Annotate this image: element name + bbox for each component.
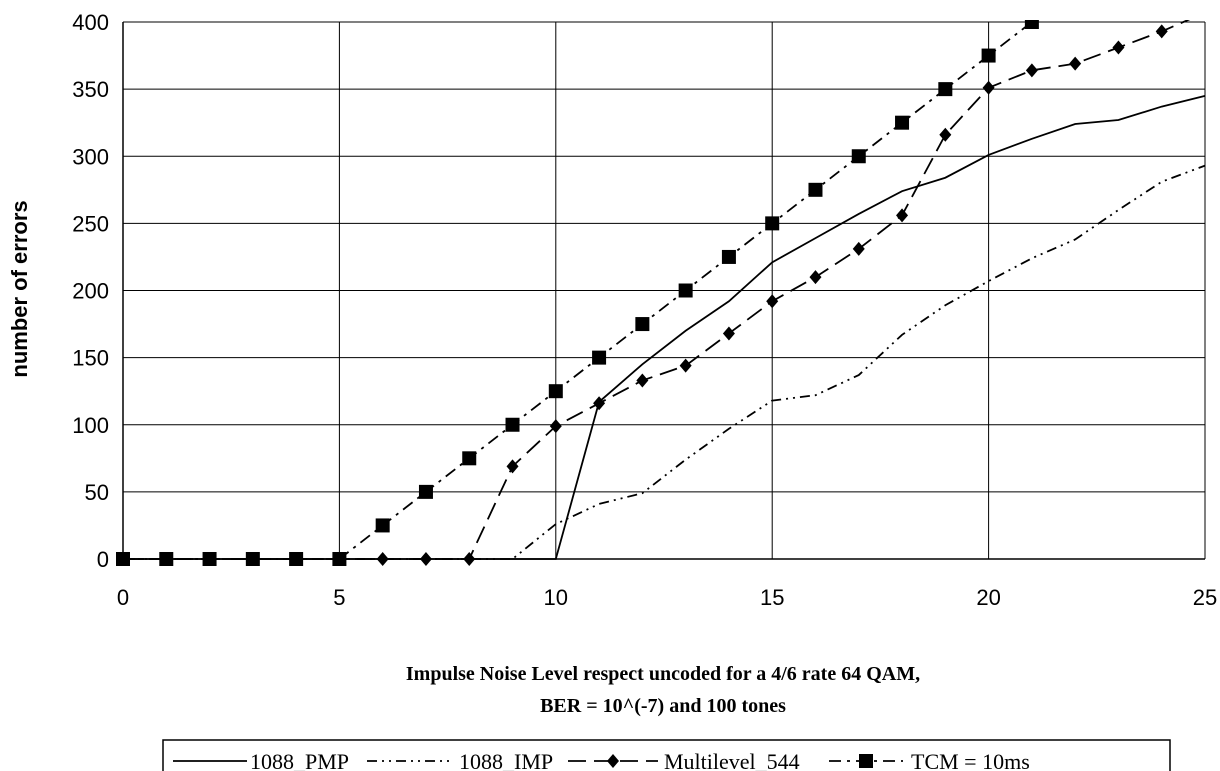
data-point xyxy=(419,552,432,566)
data-point xyxy=(549,419,562,434)
series-4 xyxy=(116,20,1039,566)
data-point xyxy=(982,80,995,95)
data-point xyxy=(808,182,823,197)
data-point xyxy=(852,241,865,256)
y-tick-label: 0 xyxy=(97,547,109,572)
data-point xyxy=(418,484,433,499)
series-2 xyxy=(123,164,1206,560)
series-line xyxy=(123,20,1191,560)
data-point xyxy=(376,552,389,566)
legend-item: 1088_IMP xyxy=(367,749,553,771)
data-point xyxy=(375,518,390,533)
data-point xyxy=(981,48,996,63)
data-point xyxy=(1199,6,1211,20)
y-tick-label: 300 xyxy=(72,144,109,169)
data-point xyxy=(721,249,736,264)
legend-item: Multilevel_544 xyxy=(568,749,800,771)
y-tick-label: 50 xyxy=(85,480,109,505)
data-point xyxy=(1025,63,1038,78)
data-point xyxy=(851,149,866,164)
data-point xyxy=(289,552,304,566)
y-tick-label: 200 xyxy=(72,279,109,304)
series-3 xyxy=(117,6,1211,566)
legend-item: TCM = 10ms xyxy=(829,749,1030,771)
data-point xyxy=(245,552,260,566)
data-point xyxy=(765,216,780,231)
y-tick-label: 400 xyxy=(72,10,109,35)
data-point xyxy=(1069,56,1082,71)
x-tick-label: 10 xyxy=(544,585,568,610)
data-point xyxy=(592,350,607,365)
y-tick-label: 250 xyxy=(72,211,109,236)
legend-label: 1088_PMP xyxy=(250,749,349,771)
y-tick-label: 150 xyxy=(72,346,109,371)
data-point xyxy=(506,459,519,474)
data-point xyxy=(593,396,606,411)
data-point xyxy=(678,283,693,298)
x-tick-label: 0 xyxy=(117,585,129,610)
data-point xyxy=(332,552,347,566)
series-line xyxy=(123,164,1206,560)
legend-label: TCM = 10ms xyxy=(911,749,1030,771)
data-point xyxy=(679,358,692,373)
series-line xyxy=(123,94,1206,560)
data-point xyxy=(938,82,953,97)
data-point xyxy=(202,552,217,566)
x-axis-label-line1: Impulse Noise Level respect uncoded for … xyxy=(406,663,920,685)
legend-marker xyxy=(607,754,619,768)
x-tick-label: 20 xyxy=(976,585,1000,610)
data-point xyxy=(939,127,952,142)
data-point xyxy=(1112,40,1125,55)
x-axis-label-line2: BER = 10^(-7) and 100 tones xyxy=(540,695,786,717)
x-tick-label: 15 xyxy=(760,585,784,610)
data-point xyxy=(895,115,910,130)
y-tick-label: 350 xyxy=(72,77,109,102)
data-point xyxy=(636,373,649,388)
legend-label: 1088_IMP xyxy=(459,749,553,771)
legend-marker xyxy=(859,754,873,768)
legend-label: Multilevel_544 xyxy=(664,749,800,771)
x-tick-label: 5 xyxy=(333,585,345,610)
data-point xyxy=(505,417,520,432)
data-point xyxy=(1155,24,1168,39)
data-point xyxy=(722,326,735,341)
x-tick-label: 25 xyxy=(1193,585,1217,610)
axis-ticks: 0 50 100 150 200 250 300 350 400 0 5 10 15 20 25 xyxy=(72,10,1217,610)
data-point xyxy=(462,451,477,466)
series-1 xyxy=(123,94,1206,560)
legend-item: 1088_PMP xyxy=(173,749,349,771)
data-point xyxy=(809,270,822,285)
data-point xyxy=(159,552,174,566)
legend: 1088_PMP 1088_IMP Multilevel_544 TCM = 10ms xyxy=(162,739,1171,771)
data-point xyxy=(1024,20,1039,29)
data-point xyxy=(116,552,130,566)
data-point xyxy=(896,208,909,223)
data-point xyxy=(548,384,563,399)
legend-box xyxy=(162,739,1171,771)
data-point xyxy=(463,552,476,566)
grid-lines xyxy=(122,21,1206,560)
y-tick-label: 100 xyxy=(72,413,109,438)
series-line xyxy=(123,21,1033,560)
data-point xyxy=(635,317,650,332)
data-point xyxy=(766,294,779,309)
legend-items: 1088_PMP 1088_IMP Multilevel_544 TCM = 10ms xyxy=(173,749,1030,771)
y-axis-label: number of errors xyxy=(7,200,32,377)
series-layer xyxy=(116,6,1211,566)
